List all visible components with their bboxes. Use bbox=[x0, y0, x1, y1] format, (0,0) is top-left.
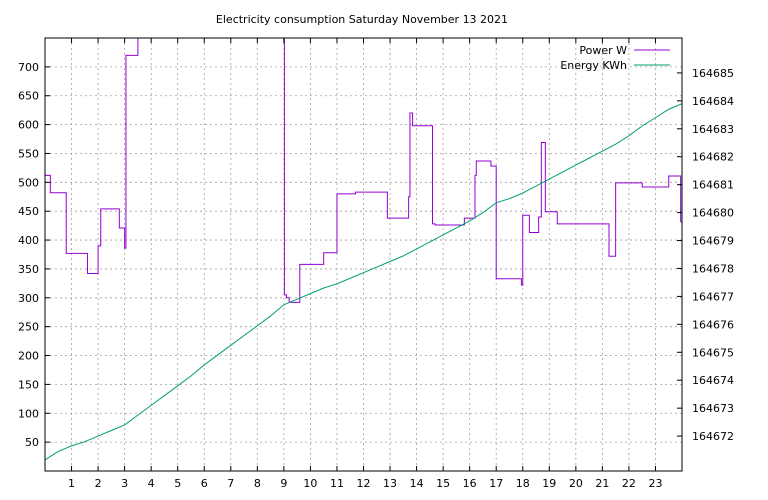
x-tick-label: 12 bbox=[357, 477, 371, 490]
x-tick-label: 10 bbox=[303, 477, 317, 490]
y2-tick-label: 164684 bbox=[692, 95, 734, 108]
y2-tick-label: 164676 bbox=[692, 318, 734, 331]
x-tick-label: 4 bbox=[148, 477, 155, 490]
x-tick-label: 5 bbox=[174, 477, 181, 490]
x-tick-label: 9 bbox=[280, 477, 287, 490]
y2-tick-label: 164674 bbox=[692, 374, 734, 387]
x-tick-label: 19 bbox=[542, 477, 556, 490]
x-tick-label: 1 bbox=[68, 477, 75, 490]
y-tick-label: 300 bbox=[18, 292, 39, 305]
y2-tick-label: 164682 bbox=[692, 151, 734, 164]
y-tick-label: 500 bbox=[18, 176, 39, 189]
x-tick-label: 2 bbox=[95, 477, 102, 490]
y2-tick-label: 164678 bbox=[692, 262, 734, 275]
y2-tick-label: 164679 bbox=[692, 235, 734, 248]
y2-tick-label: 164681 bbox=[692, 179, 734, 192]
y-tick-label: 650 bbox=[18, 90, 39, 103]
x-tick-label: 8 bbox=[254, 477, 261, 490]
legend: Power W Energy KWh bbox=[560, 44, 670, 72]
x-tick-label: 6 bbox=[201, 477, 208, 490]
x-tick-label: 14 bbox=[410, 477, 424, 490]
legend-label-energy: Energy KWh bbox=[560, 59, 627, 72]
y-tick-label: 250 bbox=[18, 321, 39, 334]
y-tick-label: 400 bbox=[18, 234, 39, 247]
legend-label-power: Power W bbox=[579, 44, 627, 57]
x-tick-label: 18 bbox=[516, 477, 530, 490]
x-tick-label: 16 bbox=[463, 477, 477, 490]
x-tick-label: 3 bbox=[121, 477, 128, 490]
y-tick-label: 150 bbox=[18, 378, 39, 391]
series-line-power bbox=[45, 38, 682, 303]
series-line-energy bbox=[45, 103, 682, 461]
y-tick-label: 350 bbox=[18, 263, 39, 276]
x-tick-label: 17 bbox=[489, 477, 503, 490]
y-tick-label: 700 bbox=[18, 61, 39, 74]
y-tick-label: 450 bbox=[18, 205, 39, 218]
x-tick-label: 15 bbox=[436, 477, 450, 490]
y-tick-label: 200 bbox=[18, 350, 39, 363]
y2-tick-label: 164680 bbox=[692, 207, 734, 220]
x-tick-label: 22 bbox=[622, 477, 636, 490]
x-tick-label: 11 bbox=[330, 477, 344, 490]
x-tick-label: 13 bbox=[383, 477, 397, 490]
y2-tick-label: 164675 bbox=[692, 346, 734, 359]
grid bbox=[45, 38, 682, 471]
x-tick-label: 7 bbox=[227, 477, 234, 490]
y2-tick-label: 164672 bbox=[692, 430, 734, 443]
plot-area bbox=[45, 38, 682, 461]
y2-tick-label: 164673 bbox=[692, 402, 734, 415]
chart-title: Electricity consumption Saturday Novembe… bbox=[216, 13, 508, 26]
y-tick-label: 100 bbox=[18, 407, 39, 420]
x-tick-label: 23 bbox=[648, 477, 662, 490]
y2-tick-label: 164683 bbox=[692, 123, 734, 136]
y2-tick-label: 164685 bbox=[692, 67, 734, 80]
y-tick-label: 550 bbox=[18, 147, 39, 160]
y-tick-label: 50 bbox=[25, 436, 39, 449]
x-tick-label: 21 bbox=[595, 477, 609, 490]
y-tick-label: 600 bbox=[18, 119, 39, 132]
x-tick-label: 20 bbox=[569, 477, 583, 490]
y2-tick-label: 164677 bbox=[692, 290, 734, 303]
axis-ticks: 1 2 3 4 5 6 7 8 9 10 11 12 13 14 15 16 17 18 19 20 21 22 23501… bbox=[18, 38, 734, 490]
